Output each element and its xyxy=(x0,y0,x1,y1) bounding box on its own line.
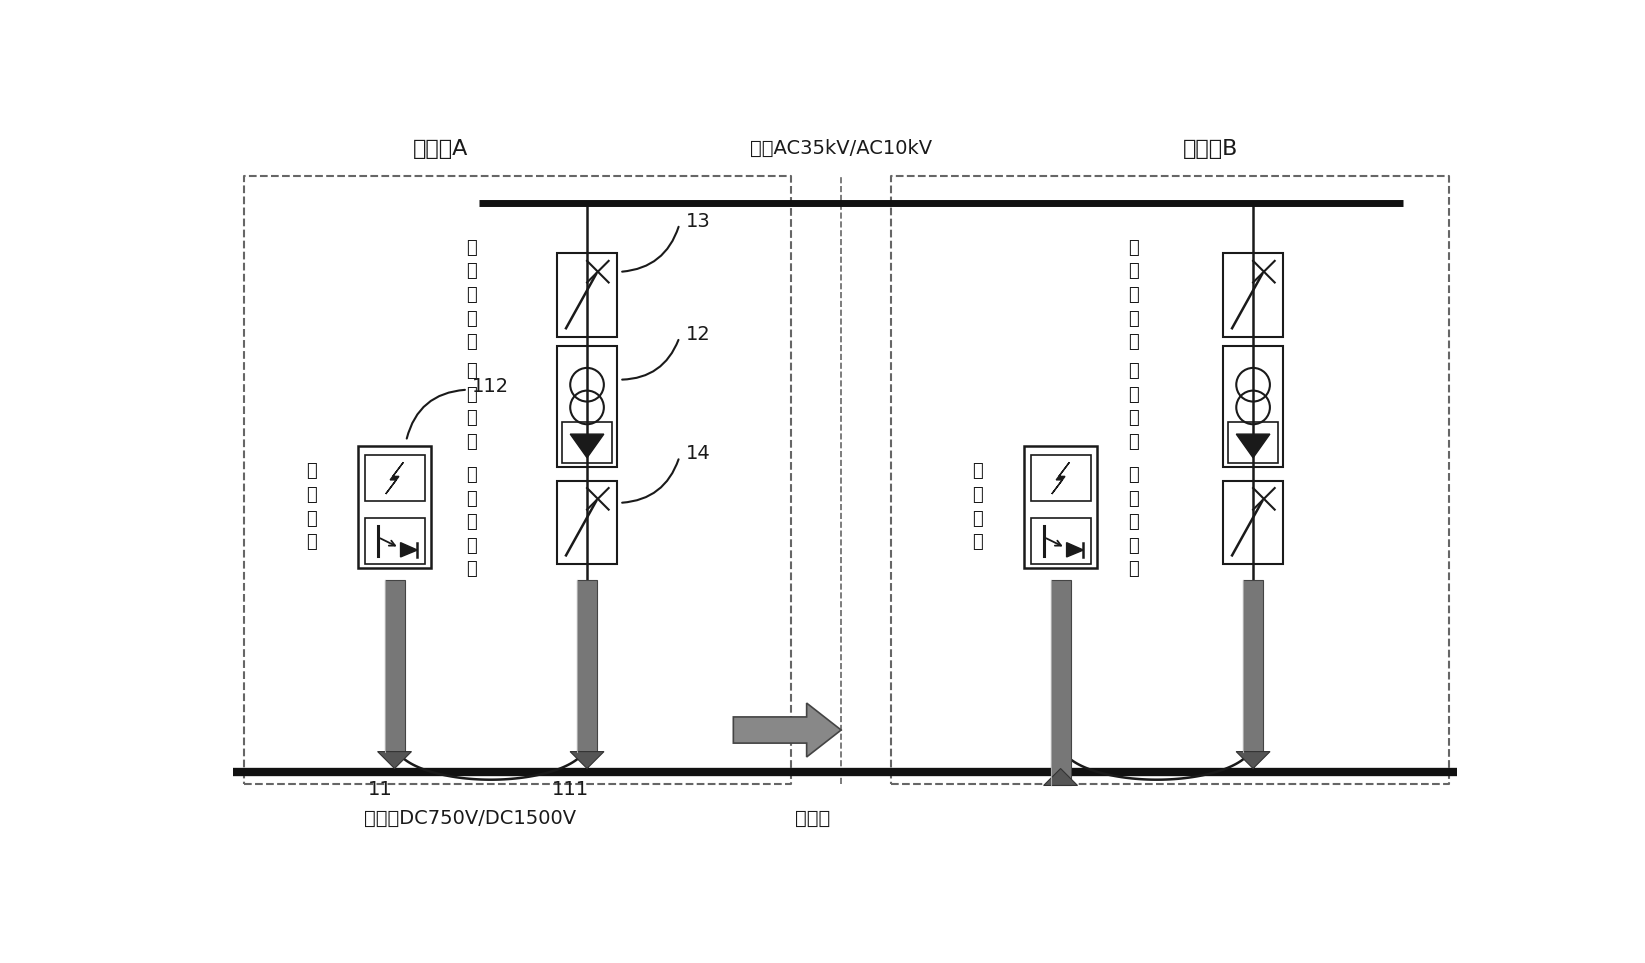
Bar xyxy=(1224,253,1283,336)
Text: 整
流
机
组: 整 流 机 组 xyxy=(1128,362,1138,451)
Polygon shape xyxy=(387,462,403,494)
Text: 11: 11 xyxy=(368,780,393,799)
Text: 融冰段: 融冰段 xyxy=(795,809,831,828)
Polygon shape xyxy=(1237,434,1270,457)
Bar xyxy=(1229,423,1278,462)
Text: 112: 112 xyxy=(472,377,508,396)
Bar xyxy=(558,346,617,467)
Text: 牵引所A: 牵引所A xyxy=(413,139,469,159)
Text: 14: 14 xyxy=(686,444,711,463)
Polygon shape xyxy=(1235,751,1270,768)
Polygon shape xyxy=(571,751,604,768)
Text: 融
冰
装
置: 融 冰 装 置 xyxy=(306,462,317,551)
Bar xyxy=(1224,346,1283,467)
Text: 整
流
机
组: 整 流 机 组 xyxy=(466,362,477,451)
Polygon shape xyxy=(385,580,405,751)
Polygon shape xyxy=(1051,580,1071,786)
Polygon shape xyxy=(571,434,604,457)
Text: 牵引所B: 牵引所B xyxy=(1183,139,1239,159)
Polygon shape xyxy=(400,542,418,557)
Bar xyxy=(558,481,617,563)
Text: 13: 13 xyxy=(686,212,711,230)
Bar xyxy=(365,518,424,564)
Bar xyxy=(563,423,612,462)
Polygon shape xyxy=(1051,462,1069,494)
Polygon shape xyxy=(734,703,841,757)
Text: 第
二
开
关
柜: 第 二 开 关 柜 xyxy=(466,466,477,579)
Polygon shape xyxy=(577,580,597,751)
Text: 接触网DC750V/DC1500V: 接触网DC750V/DC1500V xyxy=(364,809,576,828)
Text: 融
冰
装
置: 融 冰 装 置 xyxy=(972,462,982,551)
Text: 电网AC35kV/AC10kV: 电网AC35kV/AC10kV xyxy=(750,140,933,158)
Polygon shape xyxy=(1043,768,1077,786)
Bar xyxy=(558,253,617,336)
Bar xyxy=(1224,481,1283,563)
Text: 12: 12 xyxy=(686,325,711,344)
Bar xyxy=(1031,455,1091,502)
Polygon shape xyxy=(1066,542,1084,557)
Bar xyxy=(359,446,431,567)
Text: 第
一
开
关
柜: 第 一 开 关 柜 xyxy=(466,239,477,351)
Text: 第
一
开
关
柜: 第 一 开 关 柜 xyxy=(1128,239,1138,351)
Bar xyxy=(1031,518,1091,564)
Polygon shape xyxy=(378,751,411,768)
Text: 111: 111 xyxy=(551,780,589,799)
Bar xyxy=(365,455,424,502)
Text: 第
二
开
关
柜: 第 二 开 关 柜 xyxy=(1128,466,1138,579)
Polygon shape xyxy=(1244,580,1263,751)
Bar xyxy=(1025,446,1097,567)
